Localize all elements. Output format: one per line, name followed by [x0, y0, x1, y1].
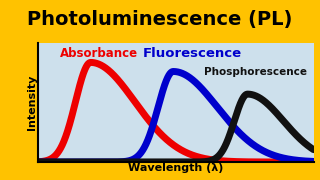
Y-axis label: Intensity: Intensity — [27, 75, 37, 130]
Text: Photoluminescence (PL): Photoluminescence (PL) — [27, 10, 293, 28]
Text: Absorbance: Absorbance — [60, 47, 139, 60]
X-axis label: Wavelength (λ): Wavelength (λ) — [128, 163, 224, 173]
Text: Phosphorescence: Phosphorescence — [204, 67, 307, 77]
Text: Fluorescence: Fluorescence — [143, 47, 242, 60]
